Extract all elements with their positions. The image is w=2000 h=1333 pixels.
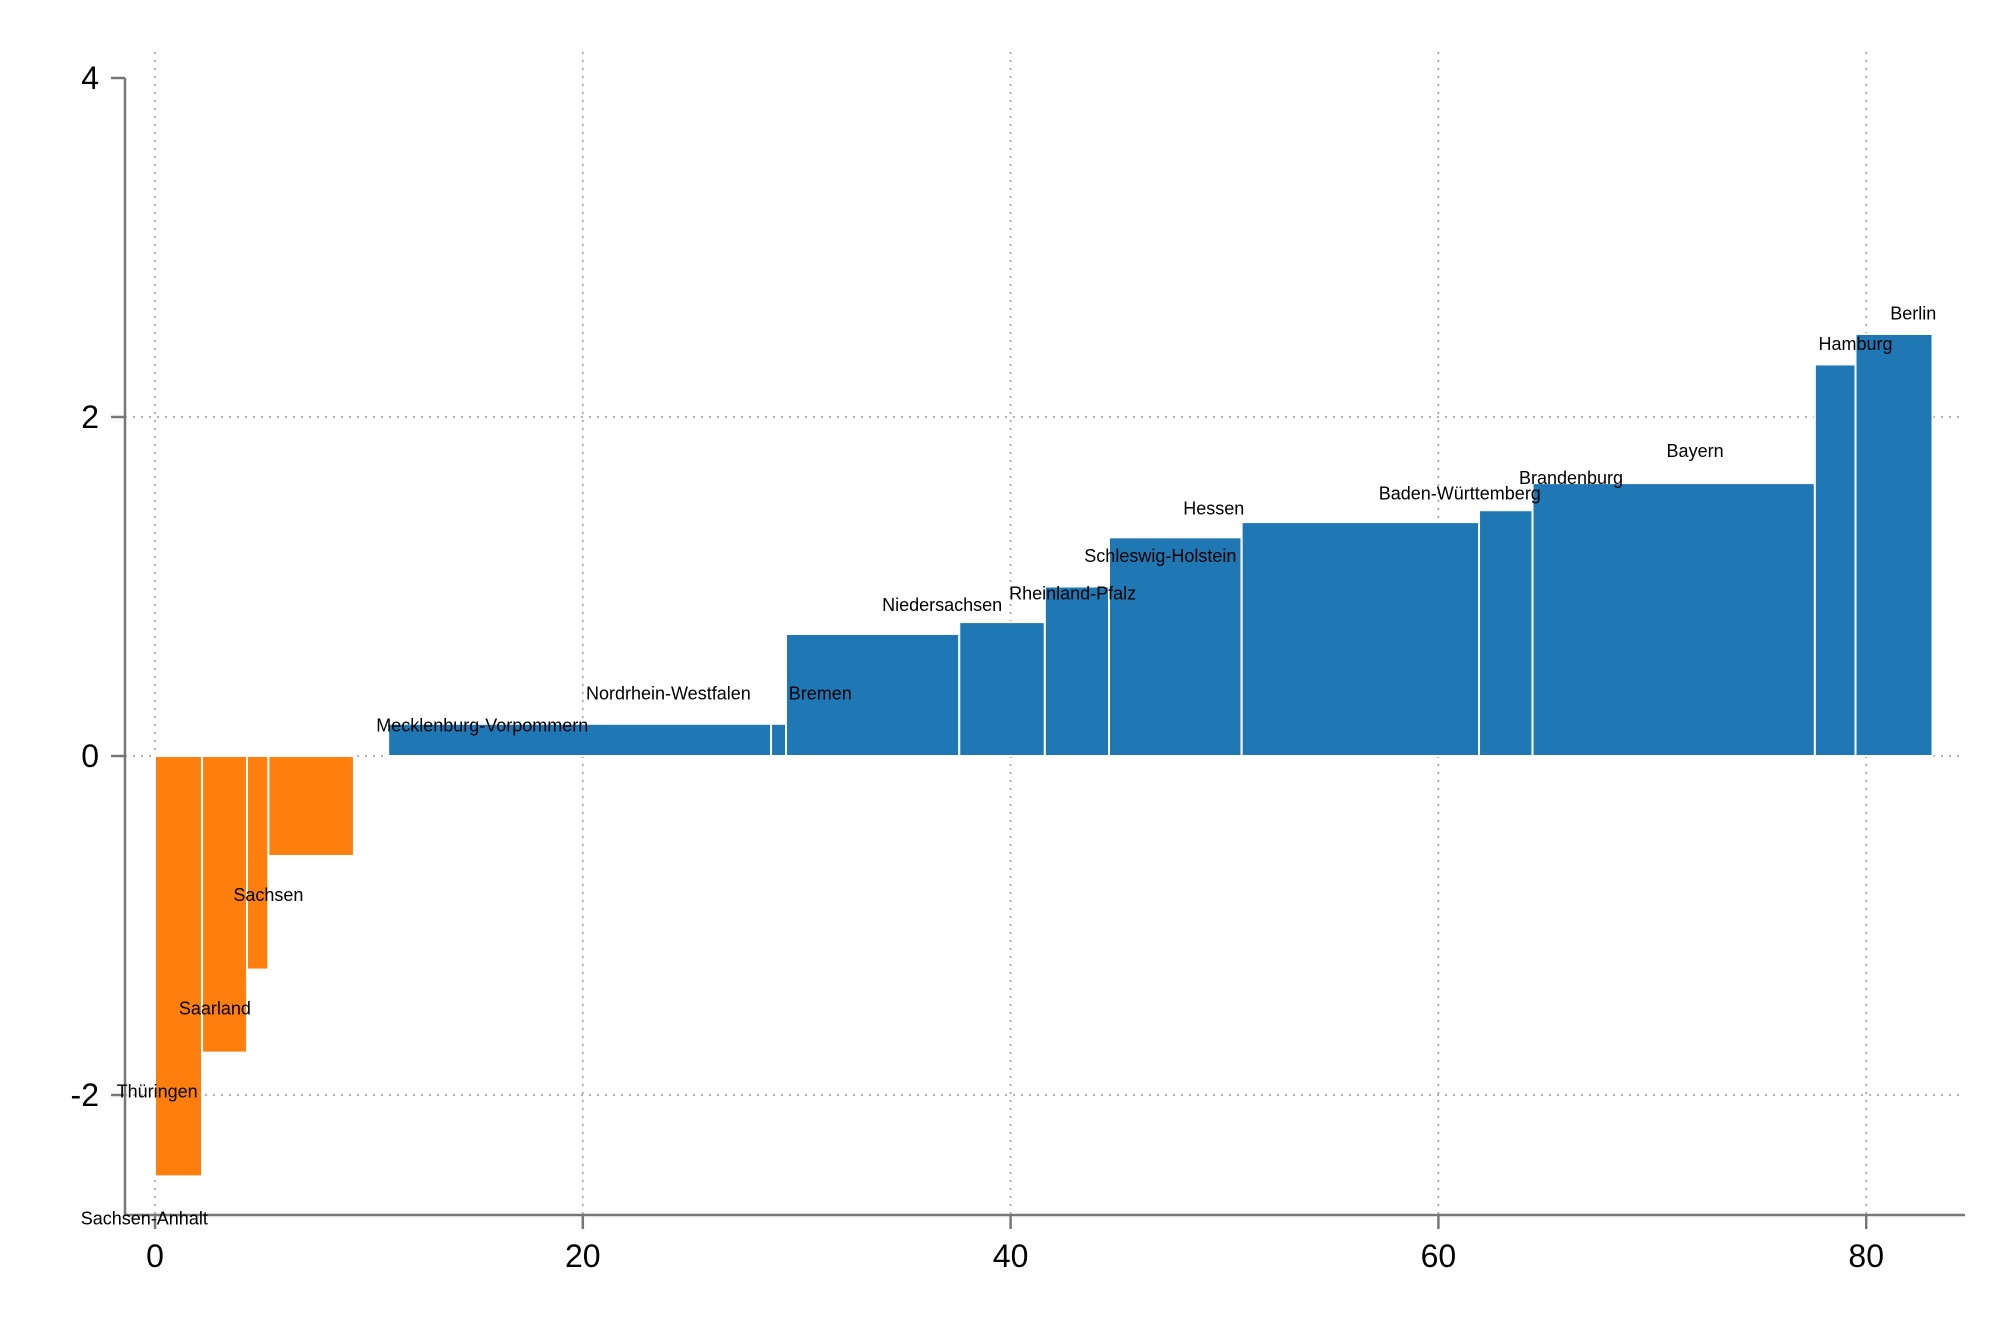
bar-bremen xyxy=(785,632,961,758)
bar-label-sachsen-anhalt: Sachsen-Anhalt xyxy=(81,1209,208,1229)
bar-label-hamburg: Hamburg xyxy=(1818,334,1892,354)
bar-label-mecklenburg-vorpommern: Mecklenburg-Vorpommern xyxy=(376,715,588,735)
x-tick-label: 0 xyxy=(146,1238,164,1274)
y-tick-label: -2 xyxy=(71,1077,99,1113)
bar-label-rheinland-pfalz: Rheinland-Pfalz xyxy=(1009,583,1136,603)
x-tick-label: 20 xyxy=(565,1238,601,1274)
bar-label-brandenburg: Brandenburg xyxy=(1519,468,1623,488)
x-tick-label: 60 xyxy=(1421,1238,1457,1274)
bar-label-berlin: Berlin xyxy=(1890,304,1936,324)
bar-sachsen-anhalt xyxy=(154,755,204,1178)
bar-brandenburg xyxy=(1531,482,1816,757)
bar-th-ringen xyxy=(201,755,248,1054)
bar-baden-w-rttemberg xyxy=(1478,509,1534,757)
bar-labels: Sachsen-Anhalt Thüringen Saarland Sachsen Me… xyxy=(81,304,1937,1229)
bar-label-th-ringen: Thüringen xyxy=(117,1082,198,1102)
bar-rheinland-pfalz xyxy=(1043,585,1110,757)
bar-niedersachsen xyxy=(958,621,1046,757)
bar-schleswig-holstein xyxy=(1107,536,1243,757)
bar-label-sachsen: Sachsen xyxy=(233,885,303,905)
x-tick-label: 40 xyxy=(993,1238,1029,1274)
bar-label-bayern: Bayern xyxy=(1667,441,1724,461)
bar-mecklenburg-vorpommern xyxy=(387,722,773,757)
bar-hamburg xyxy=(1854,332,1934,757)
x-tick-label: 80 xyxy=(1848,1238,1884,1274)
bar-label-bremen: Bremen xyxy=(789,683,852,703)
bar-saarland xyxy=(245,755,270,971)
bar-sachsen xyxy=(267,755,355,858)
bar-label-schleswig-holstein: Schleswig-Holstein xyxy=(1084,546,1236,566)
bar-label-baden-w-rttemberg: Baden-Württemberg xyxy=(1379,483,1541,503)
bar-hessen xyxy=(1240,521,1481,758)
bar-label-hessen: Hessen xyxy=(1183,499,1244,519)
bar-bayern xyxy=(1813,363,1857,757)
y-tick-label: 2 xyxy=(81,399,99,435)
y-tick-label: 0 xyxy=(81,738,99,774)
bar-nordrhein-westfalen xyxy=(770,722,788,757)
bars xyxy=(154,332,1934,1178)
bar-label-nordrhein-westfalen: Nordrhein-Westfalen xyxy=(586,683,751,703)
bar-label-saarland: Saarland xyxy=(179,999,251,1019)
bar-label-niedersachsen: Niedersachsen xyxy=(882,595,1002,615)
y-tick-label: 4 xyxy=(81,60,99,96)
